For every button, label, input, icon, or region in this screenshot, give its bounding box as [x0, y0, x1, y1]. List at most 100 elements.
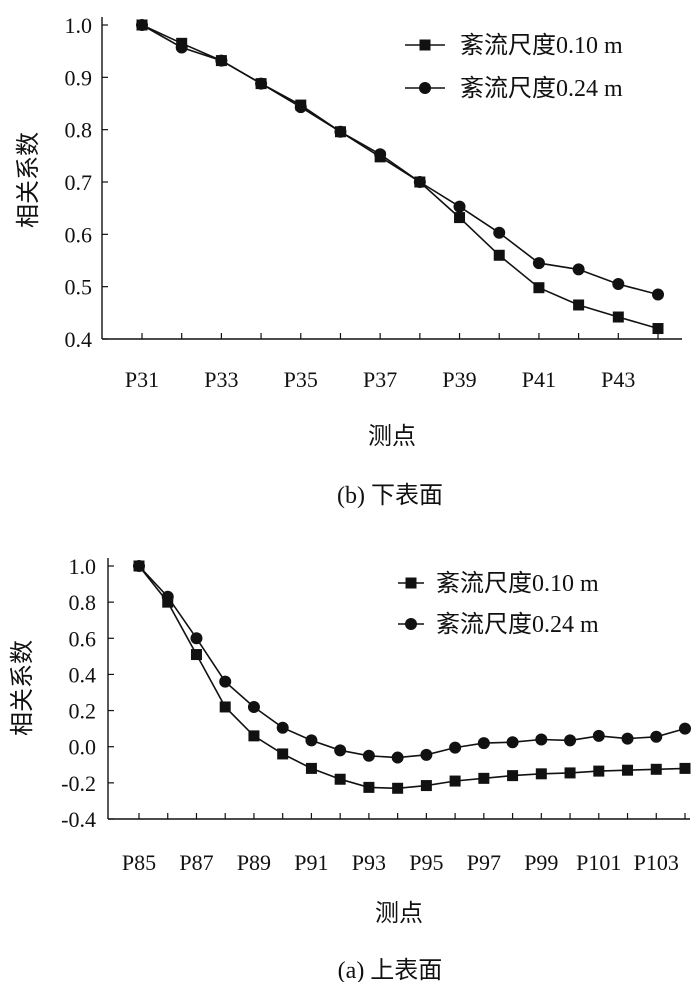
x-tick-label: P95: [409, 850, 443, 875]
x-tick-label: P101: [576, 850, 621, 875]
y-tick-label: 0.5: [65, 275, 93, 300]
x-tick-label: P87: [179, 850, 213, 875]
data-point-circle: [276, 721, 289, 734]
data-point-circle: [449, 741, 462, 754]
data-point-circle: [190, 632, 203, 645]
data-point-circle: [564, 734, 577, 747]
data-point-circle: [413, 176, 426, 188]
y-tick-label: 1.0: [69, 554, 97, 579]
data-point-circle: [652, 288, 664, 301]
x-tick-label: P99: [524, 850, 558, 875]
data-point-square: [650, 763, 662, 775]
y-tick-label: 1.0: [65, 13, 93, 38]
data-point-square: [533, 282, 545, 294]
data-point-circle: [136, 19, 148, 31]
data-point-square: [305, 762, 317, 774]
data-point-circle: [612, 278, 625, 291]
y-tick-label: 0.2: [69, 699, 97, 724]
data-point-circle: [255, 77, 268, 90]
legend-label: 紊流尺度0.10 m: [460, 32, 623, 59]
data-point-circle: [477, 737, 490, 750]
x-tick-label: P37: [363, 367, 397, 392]
series-line-2: [141, 24, 659, 296]
x-tick-label: P35: [284, 367, 318, 392]
data-point-square: [564, 767, 576, 779]
x-tick-label: P91: [294, 850, 328, 875]
data-point-circle: [650, 730, 663, 743]
data-point-circle: [592, 729, 605, 742]
x-tick-label: P43: [601, 367, 635, 392]
series-line-2: [138, 565, 686, 759]
data-point-circle: [305, 734, 318, 747]
data-point-circle: [572, 263, 585, 276]
data-point-square: [363, 781, 375, 793]
y-tick-label: 0.7: [65, 170, 93, 195]
x-tick-label: P97: [467, 850, 501, 875]
data-point-square: [507, 770, 519, 782]
y-tick-label: -0.4: [61, 807, 96, 832]
legend-marker-square: [419, 39, 431, 51]
data-point-square: [334, 773, 346, 785]
data-point-square: [493, 249, 505, 261]
x-tick-label: P93: [352, 850, 386, 875]
data-point-square: [622, 764, 634, 776]
y-tick-label: 0.6: [69, 626, 97, 651]
x-tick-label: P89: [237, 850, 271, 875]
chart-caption: (b) 下表面: [337, 482, 443, 509]
y-tick-label: 0.6: [65, 222, 93, 247]
data-point-square: [420, 780, 432, 792]
y-tick-label: 0.9: [65, 65, 93, 90]
data-point-circle: [362, 749, 375, 762]
data-point-square: [248, 730, 260, 742]
data-point-square: [593, 765, 605, 777]
series-line-1: [138, 565, 686, 790]
y-tick-label: 0.8: [69, 590, 97, 615]
data-point-circle: [161, 590, 174, 603]
y-tick-label: -0.2: [61, 771, 96, 796]
x-tick-label: P103: [634, 850, 679, 875]
data-point-square: [449, 775, 461, 787]
data-point-circle: [679, 722, 691, 735]
y-tick-label: 0.8: [65, 118, 93, 143]
data-point-square: [190, 649, 202, 661]
data-point-circle: [374, 148, 387, 161]
data-point-square: [535, 768, 547, 780]
y-tick-label: 0.0: [69, 735, 97, 760]
data-point-circle: [247, 700, 260, 713]
legend-marker-square: [405, 577, 417, 589]
legend-marker-circle: [405, 618, 417, 630]
data-point-square: [478, 772, 490, 784]
data-point-square: [454, 212, 466, 224]
data-point-circle: [334, 744, 347, 757]
data-point-circle: [334, 125, 347, 138]
y-tick-label: 0.4: [65, 327, 93, 352]
data-point-circle: [621, 732, 634, 745]
data-point-square: [219, 701, 231, 713]
data-point-circle: [493, 226, 506, 239]
data-point-circle: [532, 257, 545, 270]
legend-label: 紊流尺度0.24 m: [436, 611, 599, 638]
data-point-square: [277, 748, 289, 760]
chart-caption: (a) 上表面: [338, 957, 443, 982]
data-point-square: [679, 762, 691, 774]
data-point-circle: [420, 748, 433, 761]
x-tick-label: P33: [204, 367, 238, 392]
chart-lower-surface: 0.4 0.5 0.6 0.7 0.8 0.9 1.0 P31 P33 P35 P37 P39 P41 P…: [15, 13, 682, 509]
y-tick-label: 0.4: [69, 662, 97, 687]
data-point-circle: [453, 200, 466, 213]
data-point-circle: [175, 41, 188, 54]
y-axis-title: 相关系数: [9, 640, 36, 736]
data-point-circle: [133, 560, 145, 572]
x-tick-label: P31: [125, 367, 159, 392]
chart-upper-surface: -0.4 -0.2 0.0 0.2 0.4 0.6 0.8 1.0 P85 P87 P89 P91 P9…: [9, 554, 691, 982]
legend-marker-circle: [419, 82, 431, 94]
data-point-circle: [391, 751, 404, 764]
x-axis-title: 测点: [375, 900, 423, 927]
legend-label: 紊流尺度0.10 m: [436, 570, 599, 597]
data-point-circle: [219, 675, 232, 688]
y-axis-title: 相关系数: [15, 132, 42, 228]
data-point-square: [573, 299, 585, 311]
data-point-square: [612, 311, 624, 323]
x-tick-label: P39: [442, 367, 476, 392]
